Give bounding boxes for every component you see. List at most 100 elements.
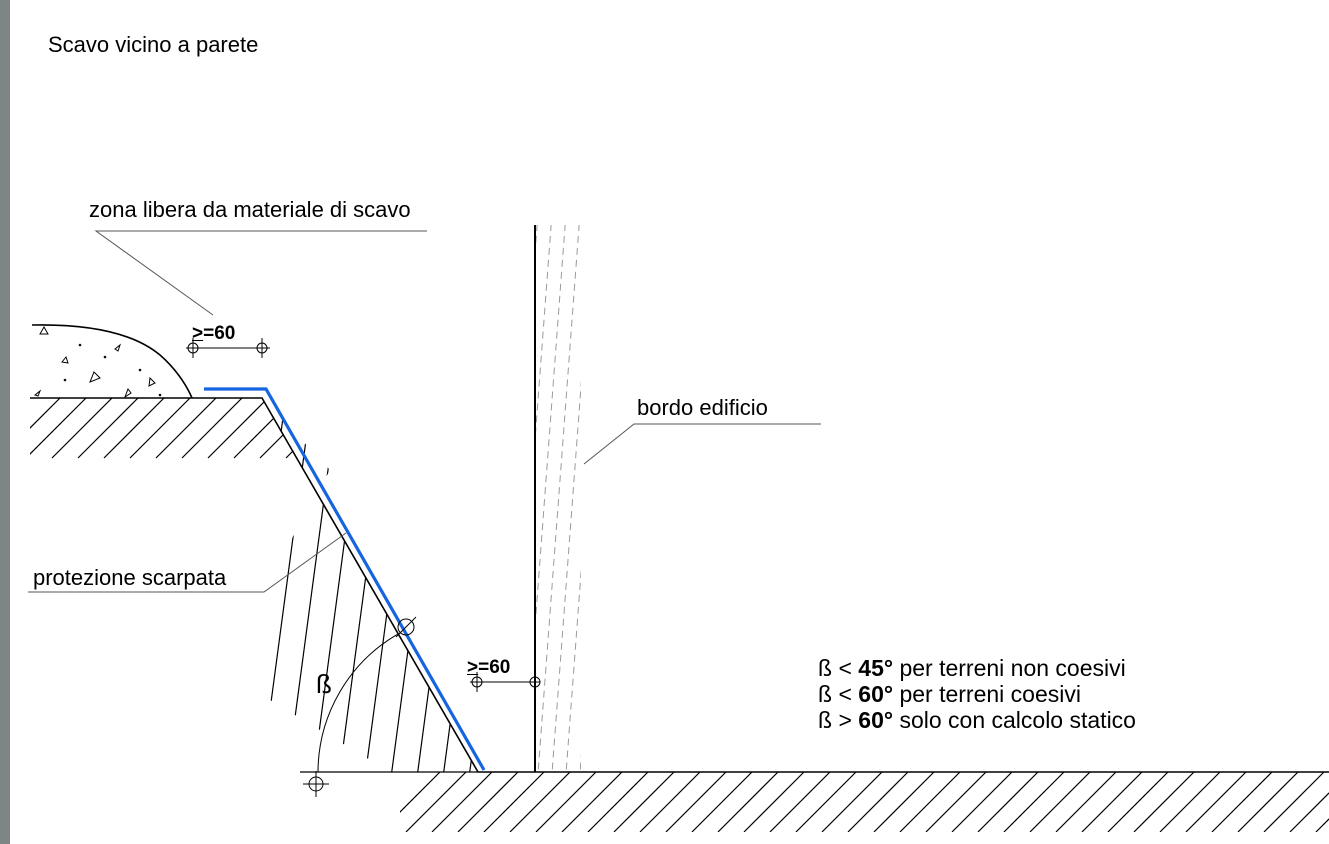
rule-operator: > [838, 707, 852, 733]
hatch-line [743, 772, 805, 832]
slope-point-marker [395, 616, 417, 638]
hatch-line [483, 772, 545, 832]
hatch-line [540, 380, 600, 830]
rule-row-2: ß < 60° per terreni coesivi [818, 683, 1081, 706]
dimension-label-top: >=60 [192, 324, 235, 343]
hatch-line [873, 772, 935, 832]
hatch-line [1081, 772, 1143, 832]
hatch-line [535, 225, 566, 634]
rule-angle: 45° [858, 655, 894, 681]
dimension-marker-bottom-left [471, 672, 483, 692]
dimension-marker-bottom-right [529, 672, 541, 692]
hatch-line [405, 772, 467, 832]
leader-slope-protection [28, 532, 347, 593]
label-building-edge: bordo edificio [637, 395, 768, 420]
hatch-line [951, 772, 1013, 832]
hatch-line [77, 398, 139, 459]
hatch-line [1315, 772, 1329, 832]
dimension-value-top: =60 [203, 323, 236, 344]
hatch-line [279, 398, 341, 772]
hatch-line [1185, 772, 1247, 832]
rule-angle: 60° [858, 707, 894, 733]
rule-symbol: ß [818, 707, 833, 733]
hatch-line [457, 772, 519, 832]
hatch-line [480, 200, 525, 800]
hatch-line [461, 398, 478, 772]
hatch-line [561, 772, 623, 832]
hatch-line [331, 398, 393, 772]
hatch-line [285, 398, 340, 459]
ge-symbol-bottom: > [467, 657, 479, 678]
ground-hatch-bottom [400, 772, 1329, 832]
hatch-line [899, 772, 961, 832]
hatch-line [1263, 772, 1325, 832]
hatch-line [613, 772, 675, 832]
wall-hatch [480, 200, 679, 800]
hatch-line [207, 398, 269, 459]
rule-operator: < [838, 681, 852, 707]
hatch-line [390, 398, 450, 458]
hatch-line [691, 772, 753, 832]
hatch-line [262, 398, 315, 772]
hatch-line [1055, 772, 1117, 832]
hatch-line [535, 225, 552, 447]
hatch-line [1029, 772, 1091, 832]
hatch-line [311, 398, 340, 459]
hatch-line [847, 772, 909, 832]
hatch-line [103, 398, 165, 459]
hatch-line [606, 200, 651, 800]
ground-hatch-slope [176, 380, 600, 830]
hatch-line [30, 398, 61, 459]
rule-row-3: ß > 60° solo con calcolo statico [818, 709, 1136, 732]
hatch-line [565, 566, 581, 772]
ge-symbol-top: > [192, 323, 204, 344]
rule-text: solo con calcolo statico [899, 707, 1136, 733]
dimension-marker-top-left [187, 338, 199, 358]
hatch-line [435, 398, 478, 772]
rule-symbol: ß [818, 681, 833, 707]
soil-pile-dots [33, 325, 162, 399]
hatch-line [305, 398, 367, 772]
leader-free-zone [94, 230, 427, 316]
label-free-zone: zona libera da materiale di scavo [89, 197, 411, 222]
rule-operator: < [838, 655, 852, 681]
hatch-line [262, 398, 289, 772]
hatch-line [51, 398, 113, 459]
hatch-line [129, 398, 191, 459]
hatch-line [769, 772, 831, 832]
hatch-line [551, 379, 581, 772]
hatch-line [634, 200, 679, 800]
hatch-line [1211, 772, 1273, 832]
hatch-line [1289, 772, 1329, 832]
hatch-line [509, 772, 571, 832]
angle-beta-label: ß [316, 669, 332, 699]
hatch-line [535, 225, 538, 261]
hatch-line [1237, 772, 1299, 832]
hatch-line [400, 772, 441, 832]
hatch-line [431, 772, 493, 832]
rule-row-1: ß < 45° per terreni non coesivi [818, 657, 1126, 680]
hatch-line [925, 772, 987, 832]
hatch-line [262, 398, 263, 772]
rule-angle: 60° [858, 681, 894, 707]
hatch-line [1107, 772, 1169, 832]
leader-building-edge [583, 423, 821, 465]
angle-center-marker [303, 771, 329, 797]
hatch-line [620, 200, 665, 800]
hatch-line [1133, 772, 1195, 832]
hatch-line [977, 772, 1039, 832]
hatch-line [176, 380, 236, 830]
rule-symbol: ß [818, 655, 833, 681]
hatch-line [795, 772, 857, 832]
hatch-line [383, 398, 445, 772]
hatch-line [1003, 772, 1065, 832]
hatch-line [587, 772, 649, 832]
hatch-line [514, 380, 574, 830]
hatch-line [579, 753, 581, 772]
hatch-line [364, 398, 424, 458]
window-edge-strip [0, 0, 10, 844]
angle-arc [317, 633, 399, 773]
dimension-value-bottom: =60 [478, 657, 511, 678]
